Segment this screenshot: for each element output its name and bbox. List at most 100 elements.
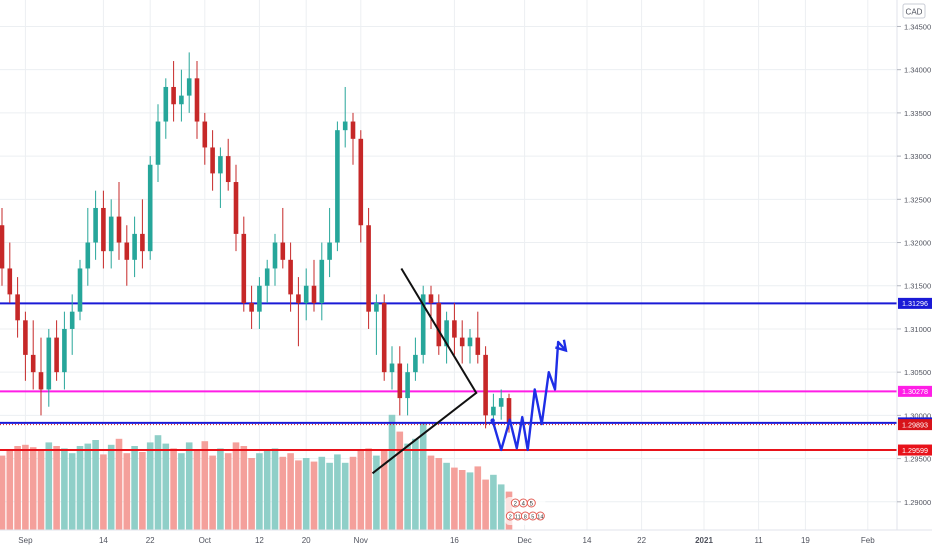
x-tick-label: 14 (99, 536, 108, 545)
volume-bar (217, 448, 224, 530)
x-tick-label: 20 (302, 536, 311, 545)
candle (194, 61, 200, 139)
x-tick-label: 22 (146, 536, 155, 545)
volume-bar (84, 443, 92, 530)
candle-body (397, 363, 403, 399)
candle-body (272, 242, 278, 269)
candle (483, 346, 488, 429)
volume-bar (263, 449, 271, 530)
event-badge-label: 5 (530, 502, 534, 508)
price-label-text: 1.29893 (902, 420, 928, 429)
currency-badge: CAD (902, 3, 926, 19)
triangle-trendline (371, 267, 478, 475)
event-badge-label: 4 (522, 502, 526, 508)
mini-badges: 2 4 52 11 8 5 14 (505, 497, 546, 525)
candle (186, 52, 192, 113)
candle (101, 190, 106, 269)
volume-bar (37, 449, 45, 530)
candle (311, 259, 317, 312)
candle (15, 277, 20, 338)
candle (475, 311, 481, 364)
candle (319, 242, 325, 321)
candle (23, 311, 28, 381)
candle-body (140, 233, 145, 252)
candle-body (498, 398, 504, 407)
candle (163, 78, 169, 139)
candle-body (342, 121, 348, 131)
candle-body (358, 138, 364, 226)
price-label-box (898, 385, 932, 397)
price-label-box (898, 297, 932, 309)
candle (459, 320, 465, 364)
candle-body (0, 225, 5, 269)
candle-body (428, 294, 434, 304)
volume-bar (248, 458, 255, 530)
candle-body (218, 156, 223, 174)
candle (342, 86, 348, 148)
volume-bar (232, 442, 240, 530)
y-tick-label: 1.32000 (904, 239, 931, 248)
candle-body (210, 147, 215, 174)
candle-body (311, 285, 317, 304)
y-tick-label: 1.30500 (904, 368, 931, 377)
volume-bar (162, 443, 170, 530)
candles (0, 52, 512, 433)
candle (280, 207, 286, 269)
candle-body (413, 354, 418, 373)
candle (30, 320, 36, 390)
y-tick-label: 1.34000 (904, 66, 931, 75)
candle (147, 156, 153, 260)
candle-body (225, 156, 231, 183)
candle-body (506, 398, 512, 423)
volume-bar (14, 446, 21, 530)
candle-body (350, 121, 356, 139)
volume-bar (193, 450, 201, 530)
event-badge-label: 5 (531, 515, 534, 521)
candle-body (147, 164, 153, 252)
y-tick-label: 1.30000 (904, 411, 931, 420)
price-label-box (898, 444, 932, 456)
candle (249, 285, 254, 329)
event-badge-label: 11 (515, 515, 521, 521)
drawings (371, 267, 568, 475)
x-tick-label: 16 (450, 536, 459, 545)
volume-bar (170, 448, 177, 530)
candle-body (85, 242, 91, 269)
candle (108, 199, 114, 269)
price-label-text: 1.31296 (902, 299, 928, 308)
candle (0, 207, 5, 286)
x-tick-label: Dec (517, 536, 531, 545)
volume-bar (146, 442, 154, 530)
candle-body (194, 78, 200, 122)
x-tick-label: 14 (583, 536, 592, 545)
volume-bar (53, 446, 60, 530)
candle (210, 130, 215, 191)
candle (116, 182, 122, 260)
x-tick-label: Feb (861, 536, 875, 545)
volume-bar (240, 446, 248, 530)
volume-bar (45, 442, 53, 530)
volume-bar (490, 474, 497, 530)
volume-bar (318, 456, 326, 530)
y-axis: 1.29000 1.29500 1.30000 1.30500 1.31000 1.315… (897, 22, 931, 507)
horizontal-lines (0, 302, 897, 452)
candle (62, 311, 67, 390)
candle (132, 216, 137, 278)
volume-bar (76, 446, 84, 530)
volume-bar (209, 455, 216, 530)
candle (381, 294, 387, 381)
volume-bar (29, 447, 37, 530)
candle-body (69, 311, 75, 329)
candle-body (483, 354, 488, 416)
candle-body (491, 406, 496, 416)
candle-body (327, 242, 332, 260)
volume-bar (326, 462, 333, 530)
volume-bar (466, 472, 474, 530)
x-tick-label: Sep (18, 536, 33, 545)
candle (444, 311, 449, 364)
volume-bar (115, 438, 123, 530)
candle-body (303, 285, 309, 304)
